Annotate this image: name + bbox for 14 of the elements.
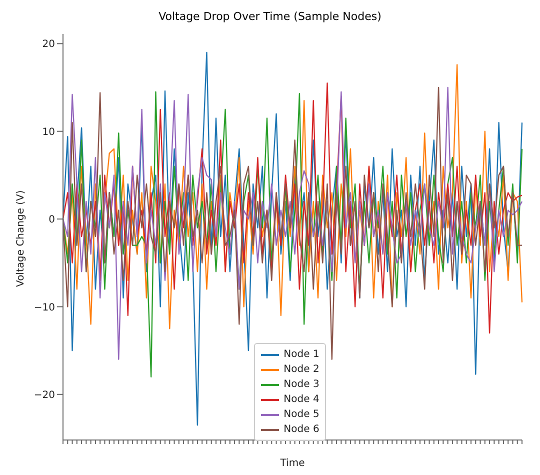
legend-label: Node 6 [284,424,320,435]
chart-title: Voltage Drop Over Time (Sample Nodes) [158,9,382,25]
x-axis-title: Time [279,458,305,469]
legend-label: Node 5 [284,409,320,420]
legend-label: Node 3 [284,379,320,390]
y-tick-label: 10 [42,126,55,138]
legend-label: Node 2 [284,364,320,375]
y-axis-title: Voltage Change (V) [16,190,27,287]
y-tick-label: 0 [48,214,55,226]
y-tick-label: −10 [34,302,55,314]
legend-label: Node 1 [284,349,320,360]
y-tick-label: −20 [34,390,55,401]
y-tick-label: 20 [42,39,55,50]
legend-label: Node 4 [284,394,320,405]
